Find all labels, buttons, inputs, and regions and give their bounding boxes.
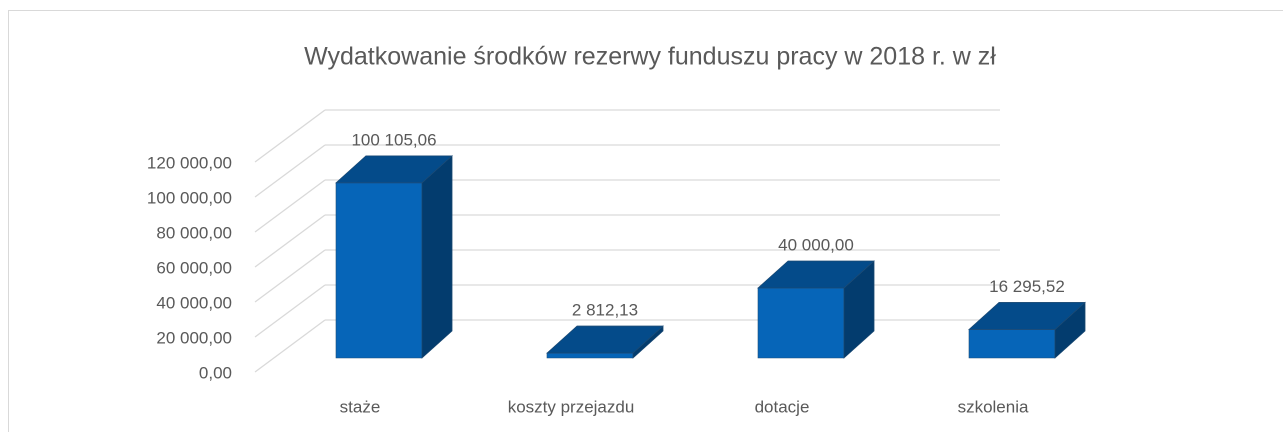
chart-title: Wydatkowanie środków rezerwy funduszu pr… <box>304 43 996 71</box>
y-tick-label: 40 000,00 <box>156 293 232 312</box>
bar-front <box>968 329 1056 359</box>
side-grid-line <box>254 144 326 198</box>
side-grid-line <box>254 319 326 373</box>
x-tick-label: koszty przejazdu <box>508 397 635 416</box>
side-grid-line <box>254 249 326 303</box>
chart-frame <box>8 10 1283 432</box>
value-label: 2 812,13 <box>572 301 638 320</box>
bar-top-shade <box>335 155 453 184</box>
side-grid-line <box>254 214 326 268</box>
side-grid-line <box>254 109 326 163</box>
bar-top-shade <box>757 260 875 289</box>
bar-front <box>546 352 634 359</box>
y-tick-label: 120 000,00 <box>147 153 232 172</box>
value-label: 16 295,52 <box>989 277 1065 296</box>
x-tick-label: staże <box>340 397 381 416</box>
x-tick-label: szkolenia <box>958 397 1029 416</box>
side-grid-line <box>254 284 326 338</box>
y-tick-label: 20 000,00 <box>156 328 232 347</box>
bar-side-shade <box>421 155 453 359</box>
value-label: 100 105,06 <box>351 130 436 149</box>
bar-front <box>757 287 845 359</box>
side-grid-line <box>254 179 326 233</box>
y-tick-label: 80 000,00 <box>156 223 232 242</box>
bar-top-shade <box>968 302 1086 330</box>
y-tick-label: 0,00 <box>199 363 232 382</box>
y-tick-label: 60 000,00 <box>156 258 232 277</box>
x-tick-label: dotacje <box>755 397 810 416</box>
y-tick-label: 100 000,00 <box>147 188 232 207</box>
value-label: 40 000,00 <box>778 235 854 254</box>
bar-front <box>335 182 423 359</box>
bar-top-shade <box>546 325 664 354</box>
